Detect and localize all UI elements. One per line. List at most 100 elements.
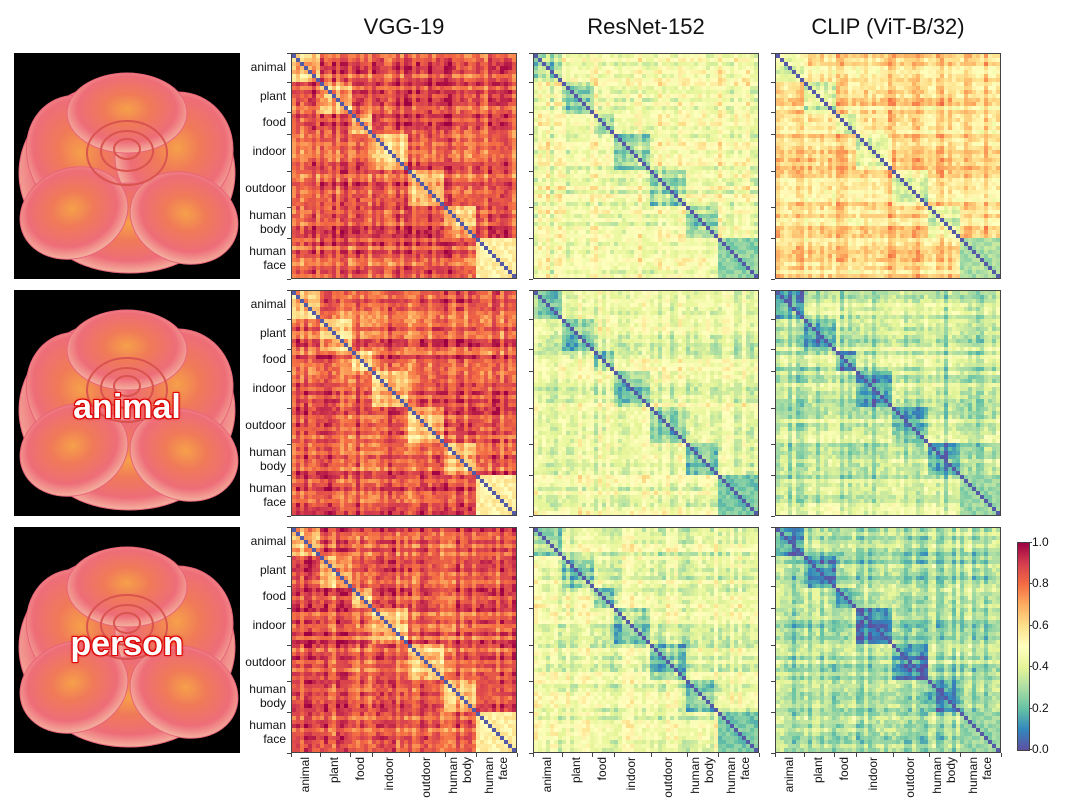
heatmap-cell bbox=[400, 106, 405, 111]
heatmap-cell bbox=[534, 162, 539, 167]
heatmap-cell bbox=[594, 142, 599, 147]
heatmap-cell bbox=[496, 270, 501, 275]
heatmap-cell bbox=[694, 110, 699, 115]
heatmap-cell bbox=[392, 74, 397, 79]
heatmap-cell bbox=[292, 218, 297, 223]
heatmap-cell bbox=[376, 86, 381, 91]
heatmap-cell bbox=[472, 162, 477, 167]
heatmap-cell bbox=[316, 106, 321, 111]
heatmap-cell bbox=[504, 206, 509, 211]
heatmap-cell bbox=[678, 114, 683, 119]
heatmap-cell bbox=[480, 154, 485, 159]
heatmap-cell bbox=[340, 118, 345, 123]
heatmap-cell bbox=[702, 162, 707, 167]
heatmap-cell bbox=[444, 58, 449, 63]
heatmap-cell bbox=[742, 158, 747, 163]
heatmap-cell bbox=[424, 174, 429, 179]
heatmap-cell bbox=[296, 74, 301, 79]
heatmap-cell bbox=[500, 154, 505, 159]
heatmap-cell bbox=[304, 118, 309, 123]
heatmap-cell bbox=[464, 82, 469, 87]
heatmap-cell bbox=[578, 174, 583, 179]
heatmap-cell bbox=[574, 78, 579, 83]
heatmap-cell bbox=[492, 270, 497, 275]
heatmap-cell bbox=[718, 82, 723, 87]
heatmap-cell bbox=[312, 178, 317, 183]
heatmap-cell bbox=[750, 102, 755, 107]
heatmap-cell bbox=[304, 110, 309, 115]
heatmap-cell bbox=[476, 158, 481, 163]
heatmap-cell bbox=[630, 106, 635, 111]
heatmap-cell bbox=[618, 82, 623, 87]
heatmap-cell bbox=[598, 138, 603, 143]
heatmap-cell bbox=[356, 222, 361, 227]
heatmap-cell bbox=[690, 90, 695, 95]
heatmap-cell bbox=[344, 174, 349, 179]
heatmap-cell bbox=[554, 102, 559, 107]
heatmap-cell bbox=[380, 234, 385, 239]
heatmap-cell bbox=[392, 138, 397, 143]
heatmap-cell bbox=[320, 118, 325, 123]
heatmap-cell bbox=[678, 134, 683, 139]
heatmap-cell bbox=[376, 54, 381, 59]
heatmap-cell bbox=[638, 178, 643, 183]
heatmap-cell bbox=[694, 138, 699, 143]
heatmap-cell bbox=[574, 62, 579, 67]
heatmap-cell bbox=[500, 78, 505, 83]
heatmap-cell bbox=[554, 110, 559, 115]
heatmap-cell bbox=[654, 66, 659, 71]
heatmap-cell bbox=[602, 174, 607, 179]
heatmap-cell bbox=[714, 130, 719, 135]
heatmap-cell bbox=[408, 70, 413, 75]
heatmap-cell bbox=[554, 74, 559, 79]
heatmap-cell bbox=[376, 150, 381, 155]
heatmap-cell bbox=[348, 154, 353, 159]
heatmap-cell bbox=[384, 126, 389, 131]
heatmap-cell bbox=[324, 66, 329, 71]
heatmap-cell bbox=[388, 126, 393, 131]
heatmap-cell bbox=[654, 146, 659, 151]
heatmap-cell bbox=[464, 94, 469, 99]
heatmap-cell bbox=[710, 134, 715, 139]
heatmap-cell bbox=[566, 130, 571, 135]
heatmap-cell bbox=[678, 106, 683, 111]
heatmap-cell bbox=[380, 82, 385, 87]
heatmap-cell bbox=[670, 114, 675, 119]
heatmap-cell bbox=[348, 186, 353, 191]
heatmap-cell bbox=[678, 174, 683, 179]
heatmap-cell bbox=[634, 90, 639, 95]
heatmap-cell bbox=[344, 242, 349, 247]
heatmap-cell bbox=[360, 78, 365, 83]
heatmap-cell bbox=[476, 258, 481, 263]
heatmap-cell bbox=[722, 126, 727, 131]
heatmap-cell bbox=[300, 82, 305, 87]
heatmap-cell bbox=[650, 174, 655, 179]
heatmap-cell bbox=[468, 170, 473, 175]
heatmap-cell bbox=[296, 134, 301, 139]
heatmap-cell bbox=[364, 230, 369, 235]
heatmap-cell bbox=[710, 82, 715, 87]
heatmap-cell bbox=[480, 70, 485, 75]
heatmap-cell bbox=[690, 154, 695, 159]
heatmap-cell bbox=[332, 266, 337, 271]
heatmap-cell bbox=[436, 214, 441, 219]
heatmap-cell bbox=[586, 154, 591, 159]
heatmap-cell bbox=[666, 74, 671, 79]
heatmap-cell bbox=[496, 254, 501, 259]
heatmap-cell bbox=[614, 82, 619, 87]
heatmap-cell bbox=[734, 130, 739, 135]
heatmap-cell bbox=[686, 178, 691, 183]
heatmap-cell bbox=[292, 98, 297, 103]
heatmap-cell bbox=[750, 58, 755, 63]
heatmap-cell bbox=[718, 74, 723, 79]
heatmap-cell bbox=[316, 78, 321, 83]
heatmap-cell bbox=[492, 230, 497, 235]
heatmap-cell bbox=[622, 90, 627, 95]
heatmap-cell bbox=[504, 250, 509, 255]
heatmap-cell bbox=[364, 150, 369, 155]
heatmap-cell bbox=[500, 226, 505, 231]
heatmap-cell bbox=[348, 238, 353, 243]
heatmap-cell bbox=[424, 150, 429, 155]
heatmap-cell bbox=[546, 166, 551, 171]
heatmap-cell bbox=[590, 82, 595, 87]
